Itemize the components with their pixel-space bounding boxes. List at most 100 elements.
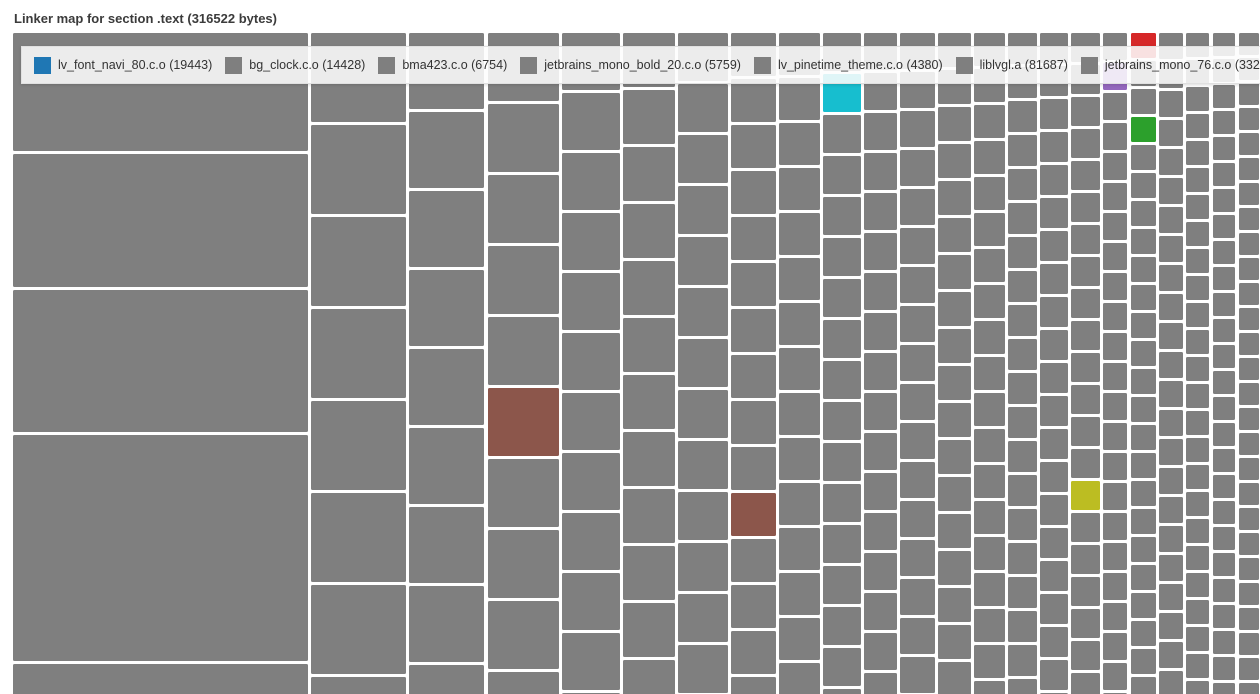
treemap-block[interactable] bbox=[678, 84, 728, 132]
treemap-block[interactable] bbox=[1213, 163, 1235, 186]
treemap-block[interactable] bbox=[900, 228, 935, 264]
treemap-block[interactable] bbox=[731, 631, 776, 674]
treemap-block[interactable] bbox=[1239, 133, 1259, 155]
treemap-block-brown[interactable] bbox=[488, 388, 559, 456]
treemap-block[interactable] bbox=[1159, 323, 1183, 349]
treemap-block[interactable] bbox=[1103, 453, 1127, 480]
treemap-block[interactable] bbox=[1159, 236, 1183, 262]
treemap-block[interactable] bbox=[1213, 85, 1235, 108]
treemap-block[interactable] bbox=[562, 153, 620, 210]
treemap-block[interactable] bbox=[1071, 673, 1100, 694]
treemap-block[interactable] bbox=[1131, 229, 1156, 254]
treemap-block[interactable] bbox=[779, 258, 820, 300]
treemap-block[interactable] bbox=[1239, 633, 1259, 655]
treemap-block[interactable] bbox=[1239, 208, 1259, 230]
treemap-block[interactable] bbox=[974, 141, 1005, 174]
treemap-block[interactable] bbox=[731, 585, 776, 628]
treemap-block[interactable] bbox=[623, 204, 675, 258]
treemap-block[interactable] bbox=[1040, 462, 1068, 492]
treemap-block[interactable] bbox=[823, 525, 861, 563]
treemap-block[interactable] bbox=[488, 672, 559, 694]
treemap-block[interactable] bbox=[1040, 528, 1068, 558]
treemap-block[interactable] bbox=[1103, 93, 1127, 120]
treemap-block[interactable] bbox=[900, 657, 935, 693]
treemap-block[interactable] bbox=[1103, 663, 1127, 690]
treemap-block[interactable] bbox=[623, 660, 675, 694]
treemap-block[interactable] bbox=[731, 401, 776, 444]
treemap-block[interactable] bbox=[1159, 178, 1183, 204]
treemap-block[interactable] bbox=[562, 333, 620, 390]
treemap-block[interactable] bbox=[1008, 373, 1037, 404]
treemap-block[interactable] bbox=[311, 309, 406, 398]
treemap-block[interactable] bbox=[488, 104, 559, 172]
treemap-block[interactable] bbox=[938, 292, 971, 326]
treemap-block[interactable] bbox=[938, 255, 971, 289]
treemap-block[interactable] bbox=[1239, 108, 1259, 130]
treemap-block[interactable] bbox=[974, 393, 1005, 426]
treemap-block[interactable] bbox=[488, 530, 559, 598]
treemap-block[interactable] bbox=[1071, 545, 1100, 574]
treemap-block[interactable] bbox=[488, 246, 559, 314]
treemap-block[interactable] bbox=[1071, 161, 1100, 190]
treemap-block[interactable] bbox=[938, 403, 971, 437]
treemap-block[interactable] bbox=[1040, 231, 1068, 261]
treemap-block[interactable] bbox=[938, 477, 971, 511]
treemap-block[interactable] bbox=[974, 357, 1005, 390]
treemap-block[interactable] bbox=[623, 147, 675, 201]
treemap-block[interactable] bbox=[13, 290, 308, 432]
treemap-block[interactable] bbox=[938, 588, 971, 622]
treemap-block[interactable] bbox=[1103, 243, 1127, 270]
treemap-block[interactable] bbox=[678, 390, 728, 438]
treemap-block[interactable] bbox=[974, 285, 1005, 318]
treemap-block[interactable] bbox=[823, 156, 861, 194]
treemap-block[interactable] bbox=[938, 144, 971, 178]
treemap-block[interactable] bbox=[938, 107, 971, 141]
treemap-block[interactable] bbox=[623, 603, 675, 657]
treemap-block[interactable] bbox=[1213, 683, 1235, 694]
treemap-block[interactable] bbox=[864, 113, 897, 150]
treemap-block[interactable] bbox=[900, 618, 935, 654]
treemap-block[interactable] bbox=[1239, 408, 1259, 430]
treemap-block[interactable] bbox=[1071, 385, 1100, 414]
treemap-block[interactable] bbox=[1131, 201, 1156, 226]
treemap-block[interactable] bbox=[1186, 573, 1209, 597]
treemap-block[interactable] bbox=[1040, 660, 1068, 690]
treemap-block[interactable] bbox=[900, 501, 935, 537]
treemap-block[interactable] bbox=[1239, 83, 1259, 105]
treemap-block[interactable] bbox=[864, 393, 897, 430]
treemap-block[interactable] bbox=[623, 261, 675, 315]
treemap-block[interactable] bbox=[1159, 149, 1183, 175]
treemap-block[interactable] bbox=[1159, 381, 1183, 407]
treemap-block[interactable] bbox=[409, 112, 484, 188]
treemap-block[interactable] bbox=[1008, 271, 1037, 302]
treemap-block[interactable] bbox=[974, 681, 1005, 694]
treemap-block[interactable] bbox=[562, 213, 620, 270]
treemap-block[interactable] bbox=[409, 586, 484, 662]
treemap-block[interactable] bbox=[1071, 641, 1100, 670]
treemap-block[interactable] bbox=[779, 483, 820, 525]
treemap-block[interactable] bbox=[900, 423, 935, 459]
treemap-block[interactable] bbox=[1131, 453, 1156, 478]
treemap-block[interactable] bbox=[1131, 593, 1156, 618]
treemap-block[interactable] bbox=[779, 168, 820, 210]
treemap-block[interactable] bbox=[900, 462, 935, 498]
treemap-block[interactable] bbox=[1103, 123, 1127, 150]
treemap-block[interactable] bbox=[1239, 608, 1259, 630]
treemap-block[interactable] bbox=[900, 189, 935, 225]
treemap-block[interactable] bbox=[1071, 289, 1100, 318]
treemap-block[interactable] bbox=[1131, 537, 1156, 562]
treemap-block[interactable] bbox=[1159, 468, 1183, 494]
treemap-block[interactable] bbox=[1186, 357, 1209, 381]
treemap-block[interactable] bbox=[974, 429, 1005, 462]
treemap-block[interactable] bbox=[1186, 465, 1209, 489]
treemap-block[interactable] bbox=[678, 135, 728, 183]
treemap-block[interactable] bbox=[311, 493, 406, 582]
treemap-block[interactable] bbox=[779, 303, 820, 345]
treemap-block[interactable] bbox=[562, 573, 620, 630]
treemap-block[interactable] bbox=[864, 593, 897, 630]
treemap-block[interactable] bbox=[823, 607, 861, 645]
treemap-block[interactable] bbox=[823, 279, 861, 317]
treemap-block[interactable] bbox=[1008, 169, 1037, 200]
treemap-block[interactable] bbox=[938, 625, 971, 659]
treemap-block[interactable] bbox=[938, 514, 971, 548]
